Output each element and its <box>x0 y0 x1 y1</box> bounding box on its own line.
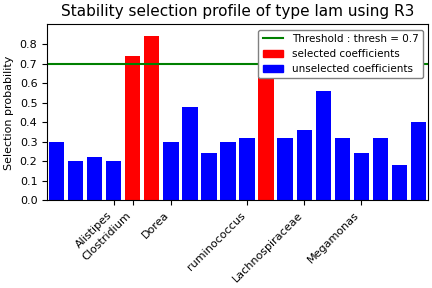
Bar <box>87 157 102 200</box>
Bar <box>49 142 64 200</box>
Legend: Threshold : thresh = 0.7, selected coefficients, unselected coefficients: Threshold : thresh = 0.7, selected coeff… <box>258 30 422 78</box>
Title: Stability selection profile of type lam using R3: Stability selection profile of type lam … <box>61 4 414 19</box>
Bar <box>277 138 293 200</box>
Bar <box>68 161 83 200</box>
Bar <box>315 91 331 200</box>
Bar <box>258 64 274 200</box>
Bar <box>163 142 178 200</box>
Bar <box>334 138 350 200</box>
Bar <box>106 161 121 200</box>
Bar <box>239 138 254 200</box>
Bar <box>411 122 426 200</box>
Bar <box>373 138 388 200</box>
Y-axis label: Selection probability: Selection probability <box>4 55 14 170</box>
Bar <box>296 130 312 200</box>
Bar <box>354 154 369 200</box>
Bar <box>201 154 216 200</box>
Bar <box>220 142 235 200</box>
Bar <box>182 107 197 200</box>
Bar <box>392 165 407 200</box>
Bar <box>125 56 140 200</box>
Bar <box>144 36 159 200</box>
